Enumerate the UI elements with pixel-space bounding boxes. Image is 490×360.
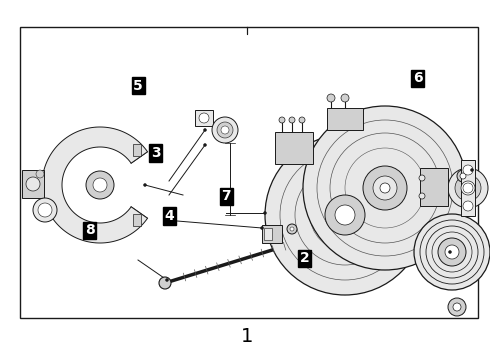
Circle shape	[290, 227, 294, 231]
Circle shape	[363, 166, 407, 210]
Circle shape	[199, 113, 209, 123]
Circle shape	[448, 251, 451, 253]
Circle shape	[438, 238, 466, 266]
Circle shape	[33, 198, 57, 222]
Circle shape	[419, 175, 425, 181]
Text: 1: 1	[241, 327, 254, 346]
Circle shape	[335, 205, 355, 225]
Circle shape	[463, 183, 473, 193]
Text: 8: 8	[85, 224, 95, 237]
Circle shape	[461, 181, 475, 195]
Circle shape	[144, 184, 147, 186]
Circle shape	[419, 193, 425, 199]
Circle shape	[463, 165, 473, 175]
Circle shape	[212, 117, 238, 143]
Circle shape	[159, 277, 171, 289]
Circle shape	[380, 183, 390, 193]
Circle shape	[448, 168, 488, 208]
Circle shape	[289, 117, 295, 123]
Circle shape	[327, 94, 335, 102]
Text: 7: 7	[221, 189, 231, 203]
Text: 6: 6	[413, 72, 422, 85]
Bar	[195, 110, 213, 126]
Polygon shape	[42, 127, 147, 243]
Bar	[20, 27, 478, 318]
Circle shape	[303, 106, 467, 270]
Circle shape	[86, 171, 114, 199]
Circle shape	[448, 298, 466, 316]
Bar	[461, 160, 475, 216]
Text: 4: 4	[164, 209, 174, 223]
Circle shape	[463, 201, 473, 211]
Circle shape	[470, 168, 473, 171]
Bar	[327, 108, 363, 130]
Text: 3: 3	[151, 146, 161, 160]
Circle shape	[414, 214, 490, 290]
Circle shape	[203, 129, 206, 131]
Bar	[133, 144, 141, 156]
Circle shape	[221, 126, 229, 134]
Circle shape	[287, 224, 297, 234]
Bar	[262, 225, 282, 243]
Circle shape	[299, 117, 305, 123]
Circle shape	[453, 303, 461, 311]
Bar	[264, 228, 272, 240]
Circle shape	[445, 245, 459, 259]
Circle shape	[279, 117, 285, 123]
Circle shape	[455, 175, 481, 201]
Bar	[22, 170, 44, 198]
Circle shape	[373, 176, 397, 200]
Circle shape	[457, 170, 469, 182]
Bar	[420, 168, 448, 206]
Bar	[275, 132, 313, 164]
Circle shape	[460, 173, 466, 179]
Bar	[133, 214, 141, 226]
Circle shape	[265, 135, 425, 295]
Text: 5: 5	[133, 79, 143, 93]
Circle shape	[36, 170, 44, 178]
Circle shape	[325, 195, 365, 235]
Circle shape	[217, 122, 233, 138]
Circle shape	[166, 279, 169, 282]
Circle shape	[264, 211, 267, 215]
Circle shape	[261, 226, 264, 230]
Circle shape	[38, 203, 52, 217]
Text: 2: 2	[300, 252, 310, 265]
Circle shape	[26, 177, 40, 191]
Circle shape	[93, 178, 107, 192]
Circle shape	[341, 94, 349, 102]
Circle shape	[203, 144, 206, 147]
